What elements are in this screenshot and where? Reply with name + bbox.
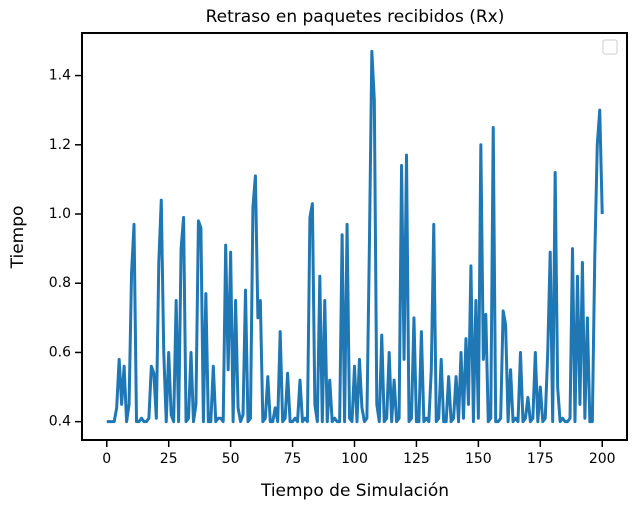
y-axis-label: Tiempo bbox=[8, 206, 28, 270]
x-tick-label: 200 bbox=[589, 451, 616, 467]
x-tick-label: 125 bbox=[403, 451, 430, 467]
data-line bbox=[106, 49, 604, 424]
y-tick-label: 1.2 bbox=[49, 137, 71, 153]
y-tick-label: 0.8 bbox=[49, 275, 71, 291]
y-tick-label: 0.4 bbox=[49, 414, 71, 430]
x-axis-label: Tiempo de Simulación bbox=[260, 481, 449, 501]
x-tick-label: 175 bbox=[527, 451, 554, 467]
y-tick-label: 0.6 bbox=[49, 344, 71, 360]
x-tick-label: 150 bbox=[465, 451, 492, 467]
plot-frame bbox=[81, 32, 628, 441]
y-tick-label: 1.4 bbox=[49, 68, 71, 84]
y-tick-label: 1.0 bbox=[49, 206, 71, 222]
x-tick-label: 50 bbox=[222, 451, 240, 467]
x-tick-label: 100 bbox=[341, 451, 368, 467]
chart-title: Retraso en paquetes recibidos (Rx) bbox=[206, 7, 505, 27]
x-tick-label: 75 bbox=[284, 451, 302, 467]
x-tick-label: 25 bbox=[160, 451, 178, 467]
x-tick-label: 0 bbox=[102, 451, 111, 467]
legend bbox=[602, 39, 618, 55]
